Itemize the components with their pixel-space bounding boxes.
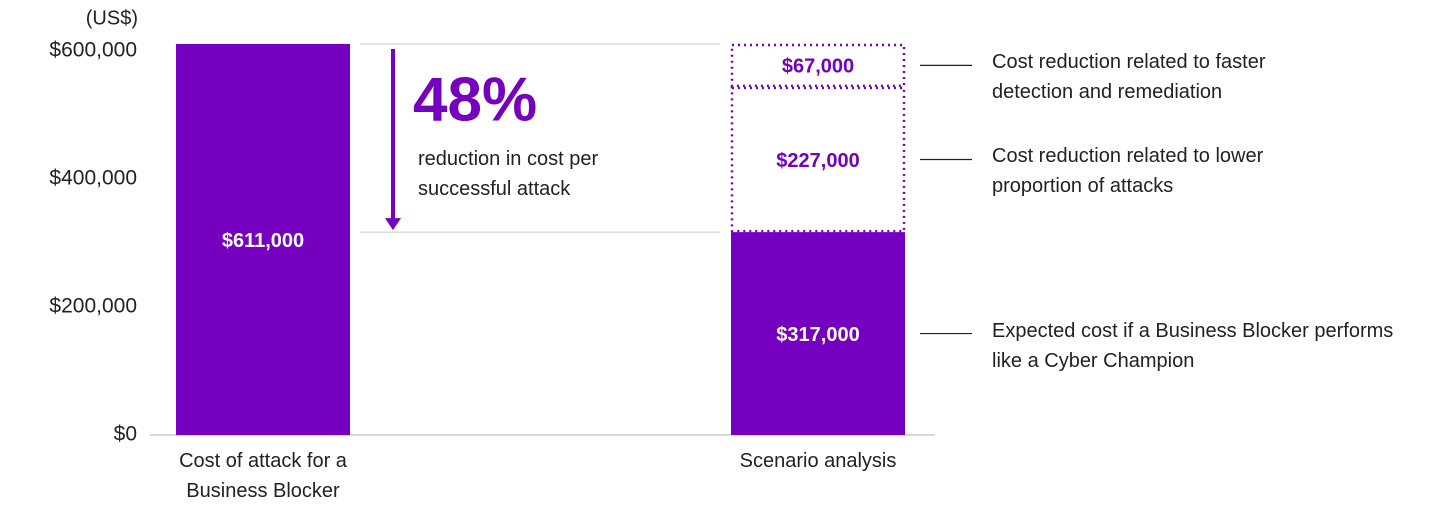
- unit-label: (US$): [86, 7, 138, 29]
- bar-segment: [730, 43, 906, 88]
- y-tick-label: $600,000: [49, 39, 137, 62]
- value-label: $317,000: [776, 324, 859, 346]
- annotation-value: 48%: [413, 65, 537, 134]
- annotation-text: reduction in cost per successful attack: [418, 148, 599, 200]
- x-tick-label: Scenario analysis: [739, 450, 897, 472]
- y-tick-label: $0: [114, 423, 137, 446]
- bar: [176, 43, 350, 436]
- value-label: $227,000: [776, 150, 859, 172]
- bar: [731, 232, 905, 435]
- x-tick-label: Cost of attack for a Business Blocker: [179, 450, 347, 502]
- arrow-head: [385, 218, 401, 231]
- y-tick-label: $200,000: [49, 295, 137, 318]
- legend-label: Cost reduction related to faster detecti…: [992, 51, 1266, 104]
- value-label: $611,000: [222, 230, 304, 252]
- legend-label: Cost reduction related to lower proporti…: [992, 145, 1264, 198]
- y-tick-label: $400,000: [49, 167, 137, 190]
- bar-segment: [730, 86, 906, 233]
- legend-label: Expected cost if a Business Blocker perf…: [992, 319, 1394, 372]
- value-label: $67,000: [782, 56, 854, 78]
